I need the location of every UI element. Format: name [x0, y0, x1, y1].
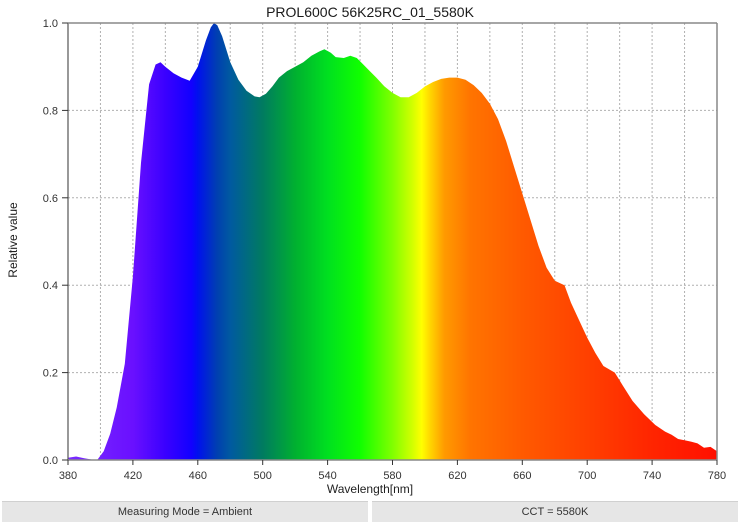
measuring-mode-status: Measuring Mode = Ambient — [2, 501, 368, 522]
svg-text:0.2: 0.2 — [43, 368, 58, 380]
svg-text:380: 380 — [59, 470, 77, 482]
y-axis-ticks: 0.0 0.2 0.4 0.6 0.8 1.0 — [43, 18, 68, 467]
spectrum-plot: 380 420 460 500 540 580 620 660 700 740 780 0.0 0.2… — [43, 18, 726, 482]
svg-text:0.0: 0.0 — [43, 455, 58, 467]
svg-text:620: 620 — [448, 470, 466, 482]
y-axis-label: Relative value — [6, 202, 20, 278]
svg-text:580: 580 — [383, 470, 401, 482]
svg-text:420: 420 — [124, 470, 142, 482]
svg-text:540: 540 — [318, 470, 336, 482]
svg-text:740: 740 — [643, 470, 661, 482]
svg-text:0.8: 0.8 — [43, 105, 58, 117]
svg-text:1.0: 1.0 — [43, 18, 58, 30]
x-axis-ticks: 380 420 460 500 540 580 620 660 700 740 780 — [59, 460, 726, 482]
svg-text:0.6: 0.6 — [43, 193, 58, 205]
spectrum-area — [68, 23, 717, 460]
chart-title: PROL600C 56K25RC_01_5580K — [266, 4, 474, 20]
cct-status: CCT = 5580K — [372, 501, 738, 522]
svg-text:460: 460 — [189, 470, 207, 482]
svg-text:0.4: 0.4 — [43, 280, 58, 292]
x-axis-label: Wavelength[nm] — [326, 482, 414, 496]
svg-text:660: 660 — [513, 470, 531, 482]
svg-text:780: 780 — [708, 470, 726, 482]
svg-text:500: 500 — [254, 470, 272, 482]
svg-text:700: 700 — [578, 470, 596, 482]
